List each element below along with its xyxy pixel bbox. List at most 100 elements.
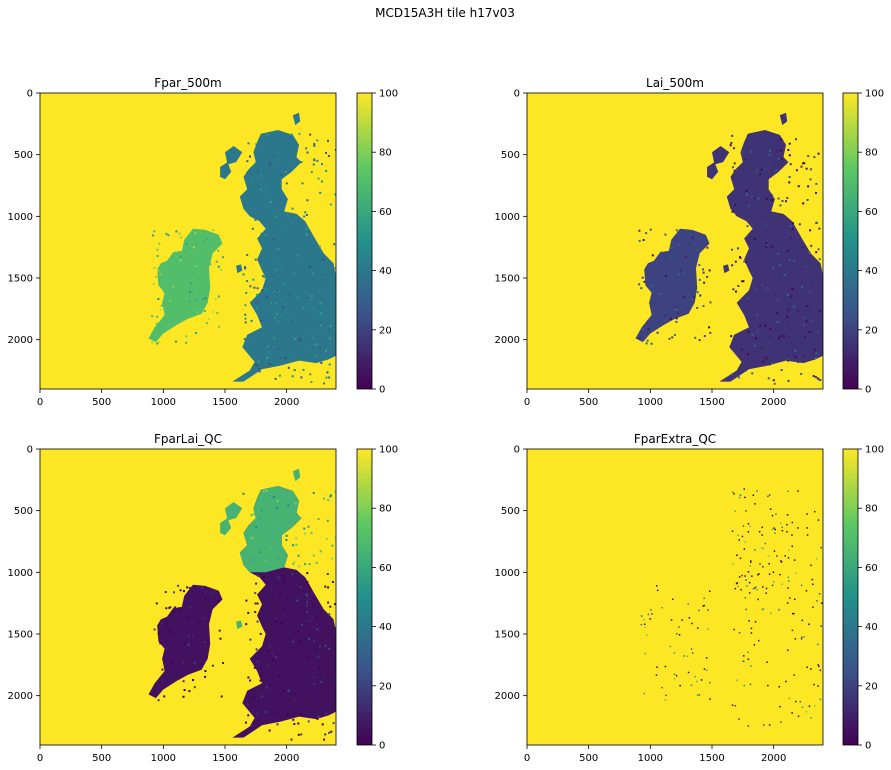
texture-pixel — [264, 234, 267, 236]
qc-pixel — [739, 557, 742, 559]
qc-pixel — [752, 588, 755, 590]
x-tick-label: 1000 — [638, 753, 663, 764]
texture-pixel — [182, 695, 185, 698]
texture-pixel — [260, 695, 263, 698]
texture-pixel — [275, 507, 278, 510]
texture-pixel — [815, 221, 818, 224]
y-tick-label: 1000 — [8, 212, 33, 223]
texture-pixel — [646, 320, 649, 323]
qc-pixel — [690, 684, 693, 686]
texture-pixel — [802, 324, 805, 326]
texture-pixel — [761, 168, 764, 171]
texture-pixel — [758, 284, 761, 287]
texture-pixel — [157, 269, 160, 272]
texture-pixel — [290, 738, 293, 741]
texture-pixel — [192, 635, 195, 638]
qc-pixel — [767, 684, 769, 687]
texture-pixel — [326, 573, 329, 575]
y-tick-label: 500 — [501, 150, 520, 161]
texture-pixel — [217, 265, 220, 268]
texture-pixel — [267, 506, 270, 509]
qc-pixel — [738, 576, 741, 578]
texture-pixel — [290, 320, 293, 323]
qc-pixel — [694, 675, 696, 678]
texture-pixel — [251, 696, 254, 699]
texture-pixel — [805, 167, 808, 170]
texture-pixel — [311, 616, 314, 619]
texture-pixel — [797, 185, 800, 188]
texture-pixel — [775, 149, 778, 152]
texture-pixel — [703, 281, 706, 284]
texture-pixel — [698, 264, 701, 267]
texture-pixel — [773, 382, 776, 385]
texture-pixel — [276, 499, 279, 502]
land-isle-of-man — [236, 620, 243, 630]
texture-pixel — [214, 298, 217, 300]
texture-pixel — [177, 584, 180, 587]
qc-pixel — [751, 575, 753, 577]
colorbar-tick-label: 20 — [379, 681, 392, 692]
texture-pixel — [200, 642, 203, 645]
colorbar-tick-label: 60 — [865, 563, 878, 574]
texture-pixel — [334, 677, 336, 679]
texture-pixel — [298, 640, 301, 643]
texture-pixel — [166, 674, 168, 677]
texture-pixel — [261, 289, 264, 292]
texture-pixel — [314, 309, 317, 312]
texture-pixel — [268, 729, 271, 732]
texture-pixel — [293, 698, 296, 701]
texture-pixel — [802, 202, 805, 205]
texture-pixel — [253, 666, 256, 669]
texture-pixel — [213, 590, 216, 593]
texture-pixel — [294, 631, 297, 634]
qc-pixel — [786, 602, 789, 604]
qc-pixel — [767, 495, 769, 498]
texture-pixel — [646, 339, 649, 342]
qc-pixel — [793, 612, 795, 615]
texture-pixel — [282, 306, 284, 309]
texture-pixel — [314, 343, 317, 346]
qc-pixel — [673, 652, 676, 654]
qc-pixel — [819, 698, 822, 701]
texture-pixel — [299, 337, 302, 340]
texture-pixel — [264, 186, 267, 189]
texture-pixel — [256, 717, 259, 720]
texture-pixel — [334, 193, 336, 196]
texture-pixel — [258, 191, 261, 193]
texture-pixel — [187, 642, 190, 644]
texture-pixel — [803, 162, 806, 165]
texture-pixel — [152, 234, 155, 237]
texture-pixel — [171, 661, 173, 664]
texture-pixel — [282, 608, 285, 610]
texture-pixel — [310, 592, 313, 595]
texture-pixel — [650, 342, 653, 345]
texture-pixel — [756, 313, 759, 316]
qc-pixel — [806, 527, 808, 529]
texture-pixel — [198, 285, 201, 288]
qc-pixel — [687, 603, 689, 605]
texture-pixel — [691, 236, 694, 239]
qc-pixel — [750, 632, 753, 634]
texture-pixel — [260, 265, 263, 268]
texture-pixel — [297, 554, 300, 557]
texture-pixel — [737, 284, 740, 287]
texture-pixel — [283, 689, 286, 692]
texture-pixel — [298, 339, 301, 342]
texture-pixel — [709, 301, 712, 304]
qc-pixel — [780, 522, 782, 524]
qc-pixel — [734, 705, 737, 707]
texture-pixel — [253, 550, 255, 553]
texture-pixel — [266, 194, 269, 197]
texture-pixel — [194, 232, 197, 235]
qc-pixel — [756, 589, 758, 591]
qc-pixel — [820, 625, 822, 627]
texture-pixel — [327, 329, 330, 331]
qc-pixel — [757, 574, 759, 576]
qc-pixel — [821, 602, 823, 604]
qc-pixel — [752, 494, 755, 496]
texture-pixel — [302, 368, 305, 371]
texture-pixel — [331, 544, 334, 547]
texture-pixel — [754, 344, 757, 347]
texture-pixel — [787, 149, 790, 151]
texture-pixel — [693, 296, 696, 299]
